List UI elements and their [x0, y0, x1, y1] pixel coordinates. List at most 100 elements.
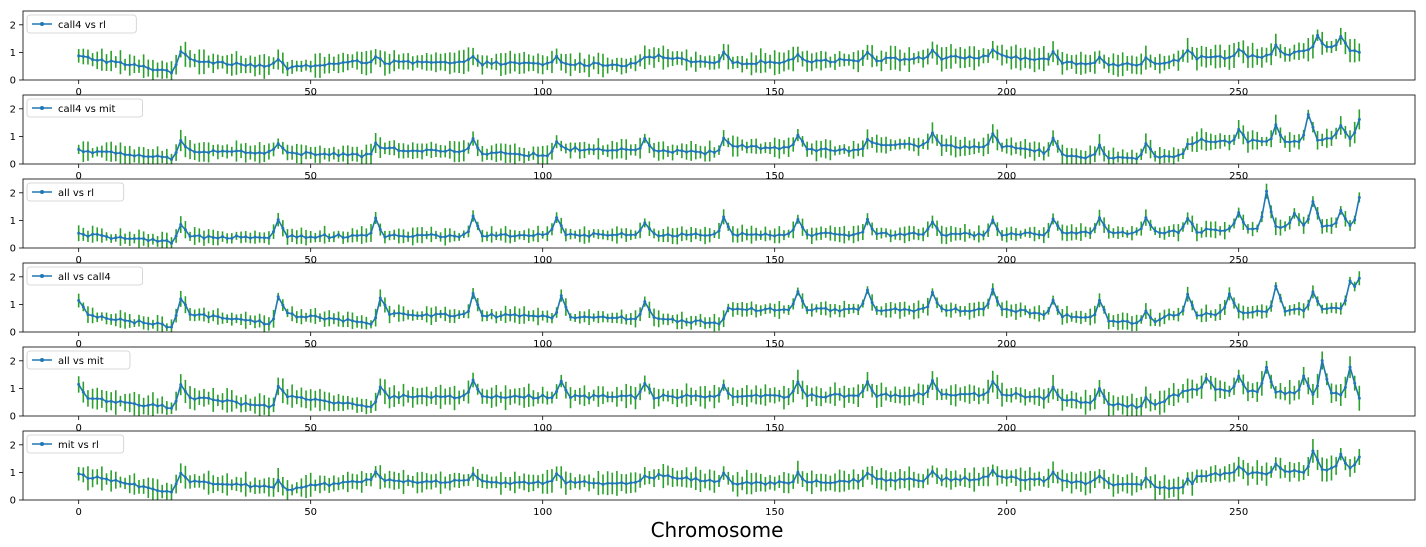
data-point: [1121, 156, 1125, 160]
data-point: [620, 64, 624, 68]
data-point: [657, 53, 661, 57]
legend-box: [26, 98, 143, 118]
data-point: [360, 403, 364, 407]
x-tick-label: 50: [304, 423, 317, 434]
data-point: [921, 57, 925, 61]
data-point: [77, 231, 81, 235]
x-tick-label: 0: [75, 507, 81, 518]
data-point: [1204, 474, 1208, 478]
data-point: [1000, 307, 1004, 311]
data-point: [230, 236, 234, 240]
data-point: [1237, 127, 1241, 131]
data-point: [680, 476, 684, 480]
data-point: [1311, 125, 1315, 129]
y-tick-label: 2: [10, 356, 16, 367]
data-point: [657, 234, 661, 238]
data-point: [95, 149, 99, 153]
data-point: [188, 234, 192, 238]
data-point: [179, 471, 183, 475]
data-point: [1218, 310, 1222, 314]
data-point: [1097, 298, 1101, 302]
data-point: [564, 233, 568, 237]
data-point: [262, 403, 266, 407]
data-point: [193, 234, 197, 238]
data-point: [963, 56, 967, 60]
data-point: [1158, 156, 1162, 160]
data-point: [801, 299, 805, 303]
data-point: [1329, 306, 1333, 310]
data-point: [1339, 307, 1343, 311]
data-point: [824, 147, 828, 151]
data-point: [318, 398, 322, 402]
data-point: [582, 479, 586, 483]
data-point: [267, 485, 271, 489]
data-point: [661, 393, 665, 397]
data-point: [847, 150, 851, 154]
x-tick-label: 100: [533, 171, 552, 182]
data-point: [559, 144, 563, 148]
data-point: [1339, 393, 1343, 397]
plot-area: [77, 109, 1361, 164]
data-point: [318, 63, 322, 67]
data-point: [313, 483, 317, 487]
data-point: [921, 479, 925, 483]
data-point: [244, 235, 248, 239]
data-point: [787, 232, 791, 236]
axes-frame: [22, 10, 1416, 81]
data-point: [1084, 315, 1088, 319]
data-point: [137, 403, 141, 407]
data-point: [708, 321, 712, 325]
data-point: [1316, 138, 1320, 142]
data-point: [1204, 139, 1208, 143]
data-point: [898, 58, 902, 62]
data-point: [114, 236, 118, 240]
data-point: [202, 313, 206, 317]
data-point: [1130, 403, 1134, 407]
data-point: [643, 221, 647, 225]
data-point: [675, 396, 679, 400]
data-point: [1190, 222, 1194, 226]
data-point: [221, 482, 225, 486]
data-point: [842, 58, 846, 62]
x-tick-label: 50: [304, 255, 317, 266]
y-tick-label: 0: [10, 412, 16, 423]
data-point: [1190, 142, 1194, 146]
data-point: [810, 60, 814, 64]
data-point: [1186, 142, 1190, 146]
data-point: [439, 312, 443, 316]
data-point: [564, 481, 568, 485]
data-point: [763, 307, 767, 311]
data-point: [856, 308, 860, 312]
data-point: [1325, 377, 1329, 381]
data-point: [327, 316, 331, 320]
data-point: [731, 395, 735, 399]
data-point: [443, 312, 447, 316]
data-point: [1316, 458, 1320, 462]
data-point: [369, 60, 373, 64]
data-point: [406, 395, 410, 399]
data-point: [494, 480, 498, 484]
data-point: [912, 309, 916, 313]
data-point: [958, 309, 962, 313]
data-point: [694, 394, 698, 398]
data-point: [309, 151, 313, 155]
data-point: [903, 394, 907, 398]
data-point: [517, 62, 521, 66]
data-point: [1093, 313, 1097, 317]
data-point: [313, 397, 317, 401]
data-point: [1023, 308, 1027, 312]
data-point: [499, 63, 503, 67]
data-point: [401, 312, 405, 316]
data-point: [285, 488, 289, 492]
data-point: [870, 54, 874, 58]
data-point: [601, 64, 605, 68]
data-point: [1074, 315, 1078, 319]
data-point: [712, 150, 716, 154]
data-point: [81, 150, 85, 154]
data-point: [313, 64, 317, 68]
data-point: [374, 216, 378, 220]
data-point: [1288, 470, 1292, 474]
data-point: [1051, 50, 1055, 54]
data-point: [425, 233, 429, 237]
